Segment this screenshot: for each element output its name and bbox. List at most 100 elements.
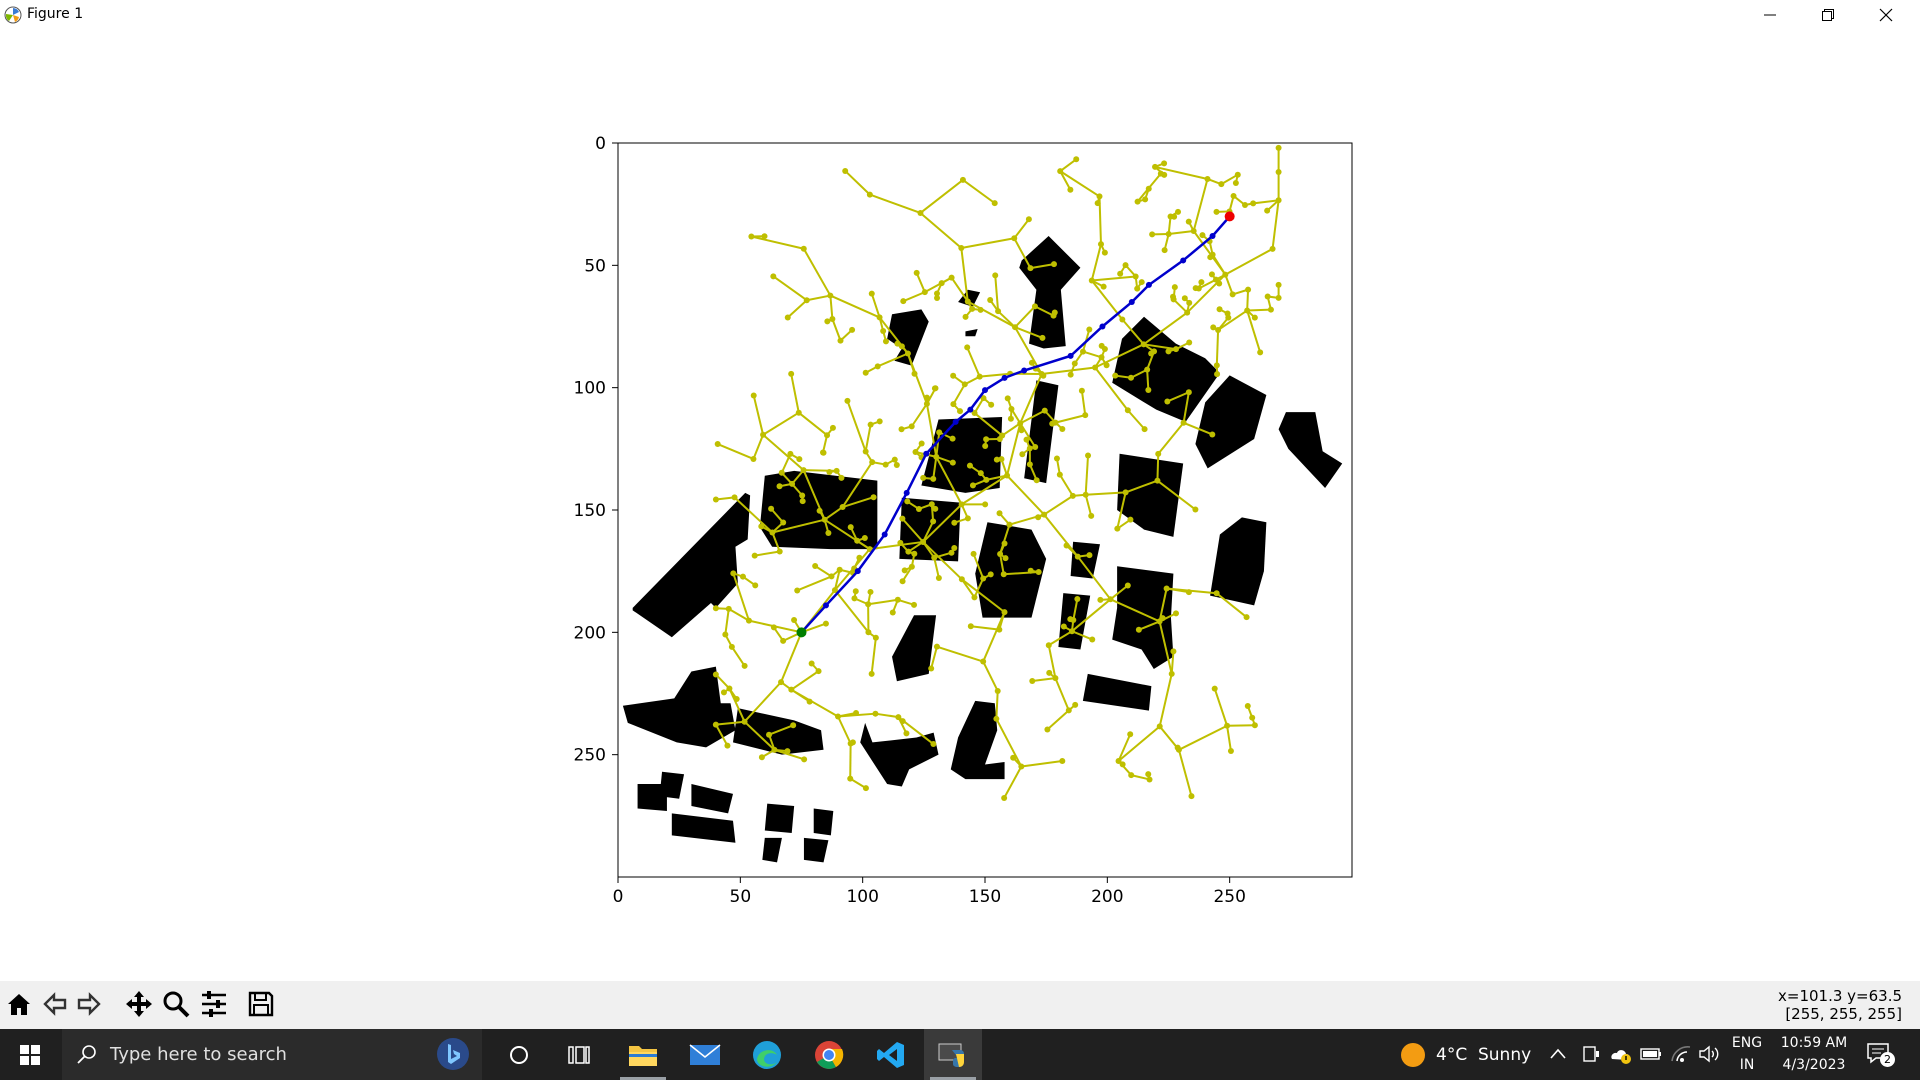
tree-node: [934, 294, 941, 301]
tree-edge: [1177, 749, 1193, 797]
mail-button[interactable]: [676, 1029, 734, 1080]
tree-edge: [1071, 598, 1112, 632]
language-indicator[interactable]: ENG IN: [1728, 1032, 1766, 1076]
tree-node: [868, 670, 875, 677]
cortana-icon: [510, 1045, 528, 1064]
tree-node: [794, 587, 801, 594]
tree-edge: [961, 474, 1008, 506]
onedrive-warning-icon[interactable]: [1609, 1044, 1633, 1066]
wifi-icon[interactable]: [1670, 1043, 1692, 1063]
tree-edge: [1158, 673, 1173, 727]
tree-edge: [728, 608, 750, 622]
file-explorer-button[interactable]: [614, 1029, 672, 1080]
notifications-button[interactable]: 2: [1866, 1041, 1898, 1069]
save-button[interactable]: [244, 987, 278, 1021]
tree-node: [1059, 758, 1066, 765]
tree-node: [931, 385, 938, 392]
task-view-icon: [568, 1045, 590, 1064]
tree-edge: [1013, 237, 1032, 269]
meet-now-icon[interactable]: [1582, 1044, 1600, 1064]
tree-node: [847, 524, 854, 531]
tree-edge: [1172, 298, 1188, 314]
tree-edge: [935, 456, 963, 505]
tree-node: [1050, 261, 1057, 268]
back-icon: [43, 992, 67, 1016]
tree-edge: [952, 383, 966, 405]
pan-button[interactable]: [122, 987, 156, 1021]
tree-node: [1117, 270, 1124, 277]
tree-node: [820, 449, 827, 456]
tree-edge: [1014, 305, 1036, 328]
tree-node: [967, 623, 974, 630]
zoom-button[interactable]: [159, 987, 193, 1021]
configure-subplots-button[interactable]: [197, 987, 231, 1021]
close-button[interactable]: [1857, 0, 1915, 30]
tree-node: [849, 326, 856, 333]
cortana-button[interactable]: [490, 1029, 548, 1080]
start-point: [796, 627, 807, 638]
tree-node: [1211, 685, 1218, 692]
tree-edge: [1021, 760, 1063, 768]
tree-edge: [1058, 474, 1074, 497]
tree-edge: [972, 553, 985, 579]
tree-edge: [915, 272, 926, 293]
obstacle-27: [691, 784, 733, 814]
tree-node: [1264, 207, 1271, 214]
python-figure-button[interactable]: [924, 1029, 982, 1080]
tree-edge: [932, 456, 938, 479]
tree-node: [950, 372, 957, 379]
active-indicator: [620, 1077, 666, 1080]
tree-edge: [771, 532, 781, 552]
tree-node: [1059, 426, 1066, 433]
tree-edge: [1091, 275, 1136, 282]
tree-edge: [1043, 513, 1079, 558]
tree-node: [1185, 589, 1192, 596]
weather-widget[interactable]: 4°C Sunny: [1400, 1029, 1531, 1080]
bing-icon[interactable]: [436, 1037, 470, 1071]
tree-node: [966, 462, 973, 469]
tree-edge: [1247, 308, 1271, 312]
x-tick-label: 200: [1091, 887, 1123, 907]
taskbar-search-box[interactable]: Type here to search: [62, 1029, 482, 1080]
tree-edge: [1215, 329, 1220, 366]
tree-node: [1171, 213, 1178, 220]
tree-edge: [919, 179, 964, 214]
vscode-button[interactable]: [862, 1029, 920, 1080]
tree-node: [1181, 295, 1188, 302]
home-button[interactable]: [2, 987, 36, 1021]
rrt-path-plot: 0 50 100 150 200 250 0 50 100 150 200 250: [574, 134, 1353, 907]
tree-edge: [1109, 584, 1129, 601]
clock[interactable]: 10:59 AM 4/3/2023: [1772, 1032, 1856, 1076]
minimize-button[interactable]: [1741, 0, 1799, 30]
tree-edge: [814, 565, 833, 578]
tree-edge: [1019, 409, 1046, 425]
tree-edge: [1059, 158, 1077, 172]
edge-button[interactable]: [738, 1029, 796, 1080]
volume-icon[interactable]: [1698, 1044, 1722, 1064]
chevron-up-icon[interactable]: [1550, 1047, 1566, 1061]
path-waypoint: [1128, 299, 1135, 306]
chrome-button[interactable]: [800, 1029, 858, 1080]
tree-node: [1185, 218, 1192, 225]
tree-edge: [1084, 494, 1093, 517]
restore-button[interactable]: [1799, 0, 1857, 30]
tree-node: [899, 515, 906, 522]
obstacle-12: [1117, 453, 1184, 537]
clock-date: 4/3/2023: [1782, 1057, 1846, 1073]
figure-canvas[interactable]: 0 50 100 150 200 250 0 50 100 150 200 250: [0, 30, 1920, 981]
tree-edge: [1047, 645, 1057, 679]
tree-node: [889, 609, 896, 616]
task-view-button[interactable]: [550, 1029, 608, 1080]
tree-node: [1051, 309, 1058, 316]
battery-icon[interactable]: [1640, 1045, 1662, 1063]
start-button[interactable]: [0, 1029, 60, 1080]
path-line: [800, 215, 1231, 634]
forward-button[interactable]: [72, 987, 106, 1021]
tree-node: [969, 482, 976, 489]
tree-edge: [897, 716, 908, 734]
window-titlebar: Figure 1: [0, 0, 1920, 30]
back-button[interactable]: [38, 987, 72, 1021]
tree-node: [867, 588, 874, 595]
tree-node: [751, 552, 758, 559]
tree-node: [1145, 185, 1152, 192]
